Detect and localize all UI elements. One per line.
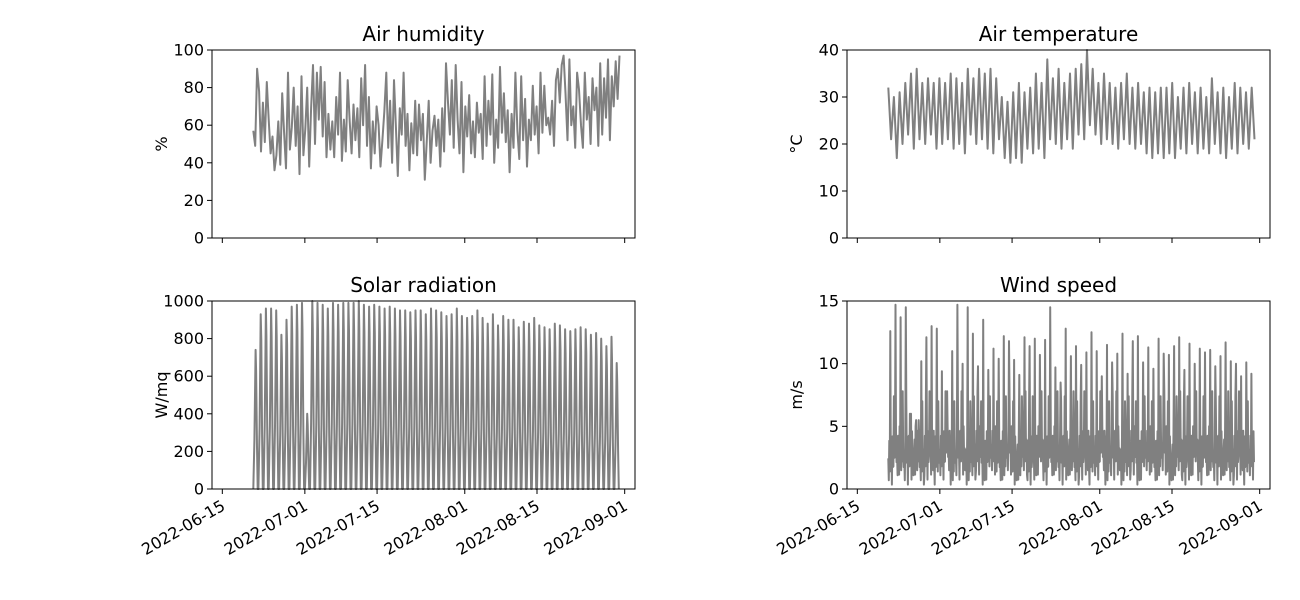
wind-speed-xtick-label: 2022-06-15 bbox=[773, 496, 863, 559]
wind-speed-title: Wind speed bbox=[1000, 273, 1117, 297]
solar-radiation-ytick-label: 0 bbox=[194, 480, 204, 499]
solar-radiation-ylabel: W/mq bbox=[152, 372, 171, 419]
solar-radiation-panel: Solar radiation W/mq 0 200 400 600 800 1000 2022… bbox=[138, 273, 636, 559]
air-temperature-ytick-label: 0 bbox=[829, 229, 839, 248]
solar-radiation-xtick-label: 2022-09-01 bbox=[541, 496, 631, 559]
wind-speed-axes-frame bbox=[846, 300, 1271, 490]
air-humidity-ylabel: % bbox=[152, 136, 171, 151]
wind-speed-panel: Wind speedm/s0510152022-06-152022-07-012… bbox=[773, 273, 1271, 559]
air-temperature-ytick-label: 40 bbox=[819, 41, 839, 60]
air-temperature-ytick-label: 10 bbox=[819, 182, 839, 201]
air-humidity-ytick-label: 100 bbox=[173, 41, 204, 60]
solar-radiation-ytick-label: 800 bbox=[173, 329, 204, 348]
solar-radiation-ytick-label: 1000 bbox=[163, 292, 204, 311]
solar-radiation-ytick-label: 600 bbox=[173, 367, 204, 386]
air-humidity-title: Air humidity bbox=[362, 22, 484, 46]
air-temperature-ylabel: °C bbox=[787, 134, 806, 153]
air-temperature-ytick-label: 20 bbox=[819, 135, 839, 154]
solar-radiation-axes-frame bbox=[211, 300, 636, 490]
air-humidity-ytick-label: 0 bbox=[194, 229, 204, 248]
temperature-panel: Air temperature °C 0 10 20 30 40 bbox=[787, 22, 1271, 248]
air-humidity-series-line bbox=[252, 54, 621, 181]
wind-speed-xtick-label: 2022-09-01 bbox=[1176, 496, 1266, 559]
wind-speed-ylabel: m/s bbox=[787, 380, 806, 409]
air-humidity-ytick-label: 40 bbox=[184, 153, 204, 172]
wind-speed-ytick-label: 0 bbox=[829, 480, 839, 499]
solar-radiation-ytick-label: 200 bbox=[173, 442, 204, 461]
air-temperature-series-line bbox=[887, 49, 1256, 164]
air-temperature-title: Air temperature bbox=[979, 22, 1139, 46]
solar-radiation-series-line bbox=[252, 300, 620, 490]
wind-speed-ytick-label: 5 bbox=[829, 417, 839, 436]
air-humidity-ytick-label: 20 bbox=[184, 191, 204, 210]
air-humidity-ytick-label: 80 bbox=[184, 78, 204, 97]
air-temperature-ytick-label: 30 bbox=[819, 88, 839, 107]
solar-radiation-title: Solar radiation bbox=[350, 273, 497, 297]
wind-speed-ytick-label: 15 bbox=[819, 292, 839, 311]
air-humidity-axes-frame bbox=[211, 49, 636, 239]
solar-radiation-xtick-label: 2022-06-15 bbox=[138, 496, 228, 559]
wind-speed-ytick-label: 10 bbox=[819, 354, 839, 373]
solar-radiation-ytick-label: 400 bbox=[173, 404, 204, 423]
air-humidity-ytick-label: 60 bbox=[184, 116, 204, 135]
wind-speed-series-line bbox=[887, 303, 1255, 486]
humidity-panel: Air humidity% 0 20 40 60 80 100 bbox=[152, 22, 636, 248]
